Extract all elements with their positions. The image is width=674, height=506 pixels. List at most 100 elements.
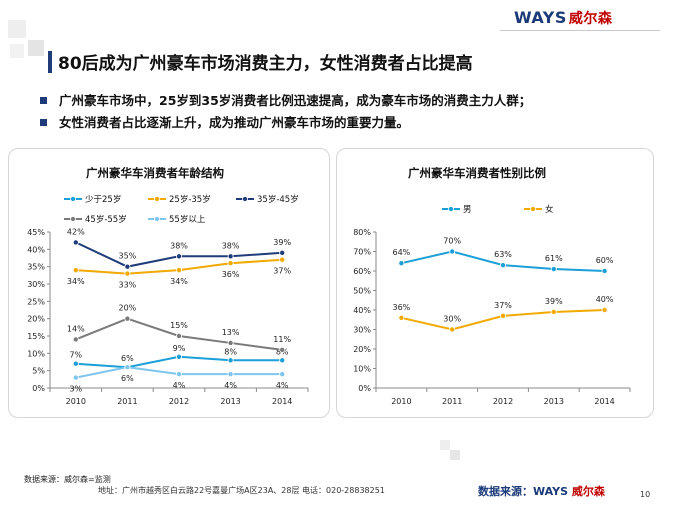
y-tick-label: 25%	[27, 297, 45, 306]
data-point	[279, 371, 286, 378]
x-tick-label: 2010	[391, 397, 411, 406]
data-point	[72, 360, 79, 367]
data-point	[279, 346, 286, 353]
legend-label: 25岁-35岁	[169, 194, 211, 205]
data-label: 38%	[222, 241, 240, 250]
legend-label: 男	[463, 205, 472, 215]
gender-chart: 0% 10% 20% 30% 40% 50% 60% 70% 80% 2010 2011 2012 20…	[353, 204, 631, 406]
y-tick-label: 30%	[353, 326, 371, 335]
data-label: 34%	[67, 277, 85, 286]
data-label: 36%	[393, 303, 411, 312]
y-tick-label: 70%	[353, 248, 371, 257]
legend-item: 少于25岁	[64, 194, 121, 205]
data-label: 42%	[67, 227, 85, 236]
y-tick-label: 5%	[32, 367, 45, 376]
data-point	[175, 253, 182, 260]
page-number: 10	[640, 490, 651, 499]
data-point	[124, 270, 131, 277]
y-tick-label: 10%	[27, 349, 45, 358]
data-label: 30%	[443, 315, 461, 324]
data-point	[227, 339, 234, 346]
data-point	[175, 267, 182, 274]
data-label: 3%	[69, 385, 82, 394]
data-point	[175, 353, 182, 360]
data-point	[124, 315, 131, 322]
data-label: 4%	[276, 381, 289, 390]
data-label: 40%	[596, 295, 614, 304]
x-tick-label: 2013	[220, 397, 240, 406]
y-tick-label: 20%	[27, 315, 45, 324]
data-point	[72, 336, 79, 343]
bullet-1: 广州豪车市场中，25岁到35岁消费者比例迅速提高，成为豪车市场的消费主力人群；	[40, 90, 531, 109]
data-label: 37%	[273, 267, 291, 276]
legend-item: 55岁以上	[148, 214, 206, 225]
y-tick-label: 80%	[353, 228, 371, 237]
data-label: 38%	[170, 241, 188, 250]
data-point	[124, 263, 131, 270]
bullet-2-text: 女性消费者占比逐渐上升，成为推动广州豪车市场的重要力量。	[59, 115, 410, 130]
data-point	[227, 260, 234, 267]
legend-item: 女	[524, 204, 554, 215]
legend-label: 少于25岁	[85, 194, 121, 205]
footer-logo-cn: 威尔森	[571, 485, 605, 498]
footer-source-left: 数据来源：威尔森=监测	[24, 475, 111, 484]
data-label: 36%	[222, 270, 240, 279]
data-point	[72, 267, 79, 274]
footer-address: 地址：广州市越秀区白云路22号嘉曼广场A区23A、28层 电话：020-2883…	[98, 486, 385, 495]
data-label: 11%	[273, 335, 291, 344]
data-point	[279, 256, 286, 263]
data-label: 39%	[545, 297, 563, 306]
y-tick-label: 10%	[353, 365, 371, 374]
x-tick-label: 2011	[117, 397, 137, 406]
data-label: 8%	[224, 347, 237, 356]
x-tick-label: 2013	[544, 397, 564, 406]
data-label: 64%	[393, 248, 411, 257]
legend-label: 45岁-55岁	[85, 214, 127, 225]
data-label: 15%	[170, 321, 188, 330]
data-point	[279, 357, 286, 364]
bullet-1-text: 广州豪车市场中，25岁到35岁消费者比例迅速提高，成为豪车市场的消费主力人群；	[59, 93, 532, 108]
data-label: 37%	[494, 301, 512, 310]
legend-item: 男	[442, 205, 472, 215]
y-tick-label: 40%	[27, 245, 45, 254]
y-tick-label: 60%	[353, 267, 371, 276]
logo: WAYS 威尔森	[514, 8, 612, 28]
y-tick-label: 0%	[358, 384, 371, 393]
gender-chart-panel	[336, 148, 654, 418]
data-point	[550, 266, 557, 273]
data-label: 7%	[69, 351, 82, 360]
legend-label: 女	[545, 204, 554, 215]
data-label: 39%	[273, 238, 291, 247]
data-point	[550, 308, 557, 315]
title-accent-bar	[48, 51, 52, 73]
bullet-square-icon	[40, 97, 47, 104]
age-chart: 0% 5% 10% 15% 20% 25% 30% 35% 40% 45% 2010 2011 2012…	[27, 194, 309, 406]
data-label: 61%	[545, 254, 563, 263]
data-point	[449, 326, 456, 333]
data-point	[449, 248, 456, 255]
decorative-squares	[0, 0, 60, 70]
data-point	[227, 357, 234, 364]
slide-title: 80后成为广州豪车市场消费主力，女性消费者占比提高	[58, 54, 473, 74]
y-tick-label: 45%	[27, 228, 45, 237]
x-tick-label: 2012	[169, 397, 189, 406]
legend-swatch-marker	[70, 216, 76, 222]
x-tick-label: 2010	[66, 397, 86, 406]
y-tick-label: 0%	[32, 384, 45, 393]
data-label: 63%	[494, 250, 512, 259]
data-point	[499, 312, 506, 319]
data-point	[175, 371, 182, 378]
data-point	[601, 306, 608, 313]
logo-cn: 威尔森	[568, 11, 613, 27]
data-label: 4%	[224, 381, 237, 390]
data-point	[601, 268, 608, 275]
age-chart-title: 广州豪华车消费者年龄结构	[86, 166, 224, 180]
legend-item: 35岁-45岁	[236, 194, 299, 205]
data-label: 13%	[222, 328, 240, 337]
y-tick-label: 30%	[27, 280, 45, 289]
data-point	[227, 253, 234, 260]
data-label: 33%	[119, 281, 137, 290]
legend-swatch-marker	[242, 196, 248, 202]
legend-swatch-marker	[70, 196, 76, 202]
